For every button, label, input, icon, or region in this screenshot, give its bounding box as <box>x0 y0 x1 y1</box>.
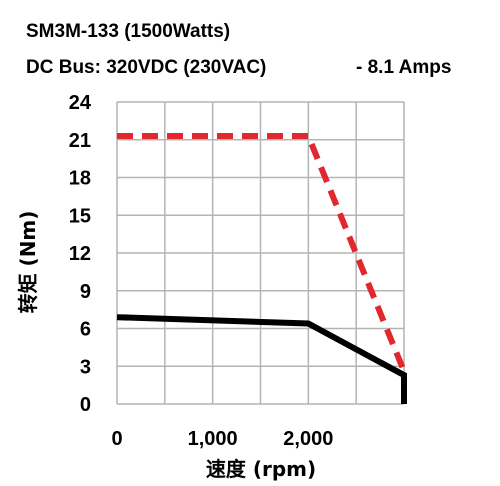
y-tick-label: 9 <box>80 281 91 303</box>
x-tick-label: 1,000 <box>188 428 238 450</box>
y-tick-label: 12 <box>69 243 91 265</box>
x-axis-title: 速度 (rpm) <box>206 457 316 481</box>
y-tick-label: 6 <box>80 319 91 341</box>
chart-subtitle: DC Bus: 320VDC (230VAC) <box>26 57 267 78</box>
y-tick-labels: 0 3 6 9 12 15 18 21 24 <box>69 92 92 416</box>
x-tick-label: 2,000 <box>283 428 333 450</box>
series-line-continuous-torque <box>116 314 407 404</box>
chart-title: SM3M-133 (1500Watts) <box>26 21 231 42</box>
series-lines <box>116 133 407 404</box>
chart-current-rating: - 8.1 Amps <box>356 57 452 78</box>
y-tick-label: 0 <box>80 394 91 416</box>
y-tick-label: 21 <box>69 130 91 152</box>
x-tick-label: 0 <box>111 428 122 450</box>
grid-lines <box>116 101 405 405</box>
y-tick-label: 3 <box>80 356 91 378</box>
x-tick-labels: 0 1,000 2,000 <box>111 428 333 450</box>
y-tick-label: 24 <box>69 92 92 114</box>
series-line-peak-torque <box>117 133 407 373</box>
y-tick-label: 18 <box>69 168 91 190</box>
y-tick-label: 15 <box>69 205 91 227</box>
y-axis-title: 转矩 (Nm) <box>16 211 40 314</box>
